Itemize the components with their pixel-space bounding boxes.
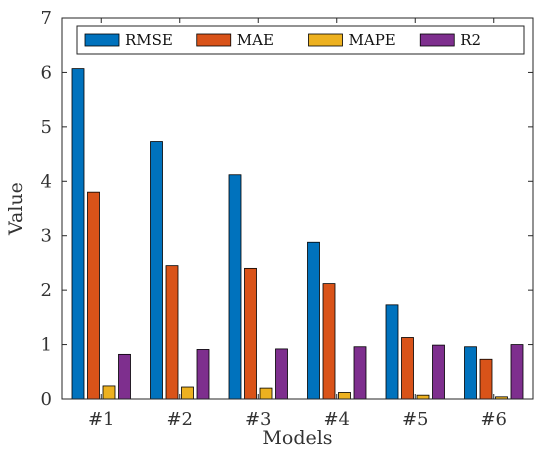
bar-r2-5: [432, 344, 445, 400]
x-tick-label: #6: [480, 409, 507, 430]
y-tick-label: 7: [41, 8, 52, 29]
y-tick-label: 3: [41, 226, 52, 247]
bar-rmse-2: [150, 141, 163, 400]
x-tick-label: #4: [323, 409, 350, 430]
bar-mae-6: [479, 358, 493, 400]
legend-label-r2: R2: [460, 31, 481, 49]
bar-mape-1: [102, 385, 116, 400]
x-tick-label: #3: [245, 409, 272, 430]
x-axis-title: Models: [262, 427, 332, 449]
bar-r2-6: [510, 344, 524, 400]
y-tick-label: 4: [41, 171, 52, 192]
bar-rmse-1: [71, 68, 85, 400]
plot-frame: [61, 17, 534, 400]
legend-swatch-mape: [308, 33, 343, 47]
bar-mae-4: [322, 283, 336, 400]
bar-mape-2: [181, 386, 194, 400]
legend-swatch-r2: [419, 33, 455, 47]
x-tick-label: #1: [88, 409, 115, 430]
bar-rmse-5: [385, 304, 399, 400]
bar-rmse-3: [228, 174, 242, 400]
y-tick-label: 1: [41, 335, 52, 356]
x-tick-label: #5: [402, 409, 429, 430]
legend: RMSE MAE MAPE R2: [76, 25, 525, 55]
bar-r2-1: [118, 353, 131, 400]
bar-mae-3: [244, 267, 257, 400]
legend-swatch-mae: [196, 33, 232, 47]
legend-label-mape: MAPE: [349, 31, 396, 49]
legend-swatch-rmse: [84, 33, 120, 47]
bar-mae-5: [401, 337, 414, 400]
bar-mae-1: [87, 191, 100, 400]
bar-mape-5: [416, 394, 430, 400]
bars-group: [71, 68, 524, 400]
bar-r2-3: [275, 348, 288, 400]
bar-rmse-6: [464, 346, 477, 400]
legend-label-rmse: RMSE: [125, 31, 173, 49]
bar-r2-4: [353, 346, 367, 400]
y-tick-label: 6: [41, 62, 52, 83]
bar-mape-3: [259, 387, 273, 400]
x-tick-label: #2: [166, 409, 193, 430]
axes-group: 0 1 2 3 4 5 6 7 #1 #2 #3 #4 #5 #6: [41, 8, 533, 430]
y-axis-title: Value: [5, 182, 27, 236]
legend-label-mae: MAE: [237, 31, 274, 49]
bar-r2-2: [196, 349, 210, 400]
y-tick-label: 2: [41, 280, 52, 301]
bar-rmse-4: [307, 241, 320, 400]
y-tick-label: 0: [41, 389, 52, 410]
bar-mae-2: [165, 265, 179, 400]
bar-mape-4: [338, 392, 351, 400]
y-tick-label: 5: [41, 117, 52, 138]
